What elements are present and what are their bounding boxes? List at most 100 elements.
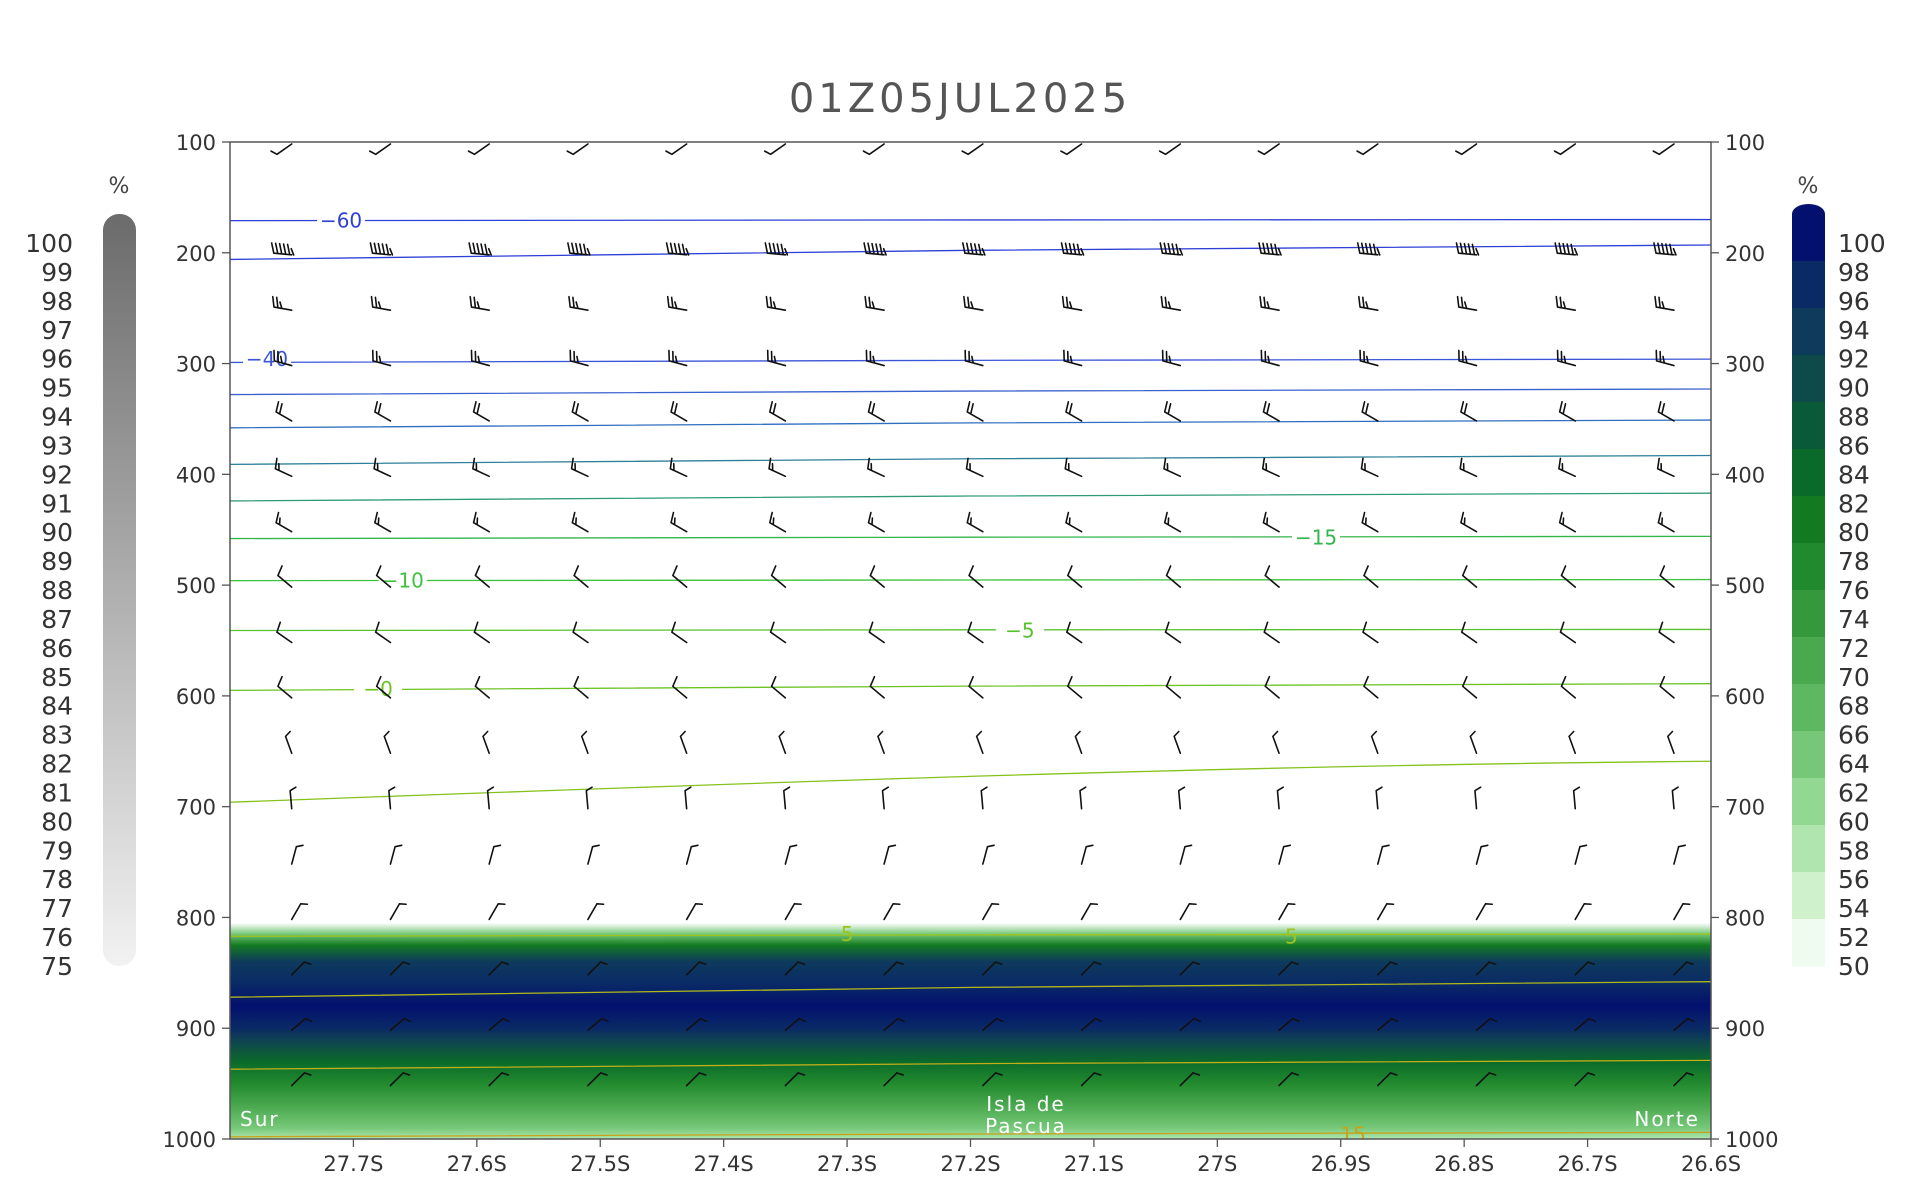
wind-barb bbox=[587, 903, 605, 921]
wind-barb bbox=[1259, 295, 1280, 311]
y-tick-label-right: 300 bbox=[1725, 353, 1765, 377]
wind-barb bbox=[671, 621, 688, 644]
right-colorbar-label: 72 bbox=[1838, 634, 1870, 663]
left-colorbar-unit: % bbox=[109, 174, 130, 199]
wind-barb bbox=[273, 349, 293, 367]
left-colorbar-label: 85 bbox=[41, 663, 73, 692]
wind-barb bbox=[1179, 1072, 1201, 1087]
wind-barb bbox=[1474, 786, 1482, 810]
wind-barb bbox=[1469, 730, 1478, 755]
y-tick-label-left: 400 bbox=[176, 463, 216, 487]
right-colorbar-label: 78 bbox=[1838, 547, 1870, 576]
wind-barb bbox=[1560, 565, 1577, 588]
wind-barb bbox=[968, 675, 984, 699]
wind-barb bbox=[1673, 961, 1694, 976]
wind-barb bbox=[982, 1017, 1004, 1032]
contour-label: −10 bbox=[382, 569, 424, 593]
wind-barb bbox=[961, 143, 984, 156]
wind-barb bbox=[573, 565, 589, 588]
wind-barb bbox=[389, 844, 403, 865]
left-colorbar-label: 92 bbox=[41, 460, 73, 489]
wind-barb bbox=[569, 349, 589, 367]
wind-barb bbox=[470, 349, 490, 367]
wind-barb bbox=[1370, 730, 1379, 755]
x-tick-label: 27.4S bbox=[694, 1152, 754, 1176]
x-tick-label: 26.7S bbox=[1558, 1152, 1618, 1176]
x-tick-label: 27.1S bbox=[1064, 1152, 1124, 1176]
wind-barb bbox=[982, 903, 1000, 921]
wind-barb bbox=[1659, 675, 1675, 699]
corner-label-norte: Norte bbox=[1634, 1107, 1700, 1131]
wind-barb bbox=[1361, 511, 1379, 533]
right-colorbar-label: 74 bbox=[1838, 605, 1870, 634]
wind-barb bbox=[1080, 1072, 1102, 1087]
right-colorbar-label: 94 bbox=[1838, 316, 1870, 345]
wind-barb bbox=[980, 786, 988, 810]
wind-barb bbox=[1177, 786, 1186, 810]
y-tick-label-right: 700 bbox=[1725, 796, 1765, 820]
wind-barb bbox=[1165, 675, 1182, 699]
wind-barb bbox=[1652, 143, 1675, 156]
right-colorbar-label: 96 bbox=[1838, 287, 1870, 316]
wind-barb bbox=[587, 844, 600, 865]
wind-barb bbox=[1066, 565, 1083, 588]
wind-barb bbox=[864, 295, 885, 311]
left-colorbar-label: 96 bbox=[41, 345, 73, 374]
wind-barb bbox=[783, 786, 791, 810]
wind-barb bbox=[685, 903, 704, 921]
temperature-contour bbox=[230, 358, 1711, 364]
temperature-contour bbox=[230, 244, 1711, 261]
wind-barb bbox=[472, 457, 490, 478]
y-axis-left: 100 200 300 400 500 600 700 800 900 1000 bbox=[163, 131, 230, 1152]
wind-barb bbox=[1158, 143, 1182, 156]
temperature-contour bbox=[230, 1131, 1711, 1138]
y-tick-label-right: 200 bbox=[1725, 242, 1765, 266]
right-colorbar-swatch bbox=[1792, 731, 1825, 779]
wind-barb bbox=[784, 1072, 806, 1087]
y-tick-label-right: 500 bbox=[1725, 574, 1765, 598]
right-colorbar-swatch bbox=[1792, 590, 1825, 638]
wind-barb bbox=[975, 730, 984, 755]
humidity-layer bbox=[230, 922, 1711, 1139]
right-colorbar-cap bbox=[1792, 204, 1825, 224]
right-colorbar-swatch bbox=[1792, 496, 1825, 544]
wind-barb bbox=[1278, 1072, 1299, 1087]
y-tick-label-left: 800 bbox=[176, 906, 216, 930]
wind-barb bbox=[276, 621, 293, 644]
temperature-contour bbox=[230, 218, 1711, 222]
wind-barb bbox=[883, 903, 901, 921]
y-tick-label-right: 800 bbox=[1725, 906, 1765, 930]
wind-barb bbox=[474, 675, 490, 699]
wind-barb bbox=[290, 961, 312, 976]
wind-barb bbox=[571, 511, 589, 533]
wind-barb bbox=[1673, 903, 1691, 921]
wind-barb bbox=[982, 1072, 1003, 1087]
wind-barb bbox=[1363, 675, 1379, 699]
wind-barb bbox=[1376, 844, 1390, 865]
wind-barb bbox=[1163, 457, 1182, 478]
wind-barb bbox=[765, 295, 787, 311]
wind-barb bbox=[587, 961, 608, 976]
wind-barb bbox=[482, 730, 490, 755]
wind-barb bbox=[284, 730, 293, 755]
wind-barb bbox=[982, 961, 1003, 976]
y-tick-label-right: 1000 bbox=[1725, 1128, 1778, 1152]
wind-barb bbox=[1363, 565, 1379, 588]
wind-barb bbox=[1358, 295, 1379, 311]
left-colorbar-label: 100 bbox=[25, 229, 73, 258]
wind-barb bbox=[685, 844, 699, 865]
wind-barb bbox=[1673, 844, 1687, 865]
contour-label: −5 bbox=[1005, 619, 1034, 643]
wind-barb bbox=[1572, 786, 1581, 810]
wind-barb bbox=[1460, 621, 1478, 644]
wind-barb bbox=[1356, 143, 1379, 156]
wind-barb bbox=[290, 903, 309, 921]
wind-barb bbox=[1558, 511, 1577, 533]
wind-barb bbox=[869, 565, 885, 588]
wind-barb bbox=[573, 675, 589, 699]
wind-barb bbox=[289, 786, 297, 810]
wind-barb bbox=[1461, 675, 1478, 699]
wind-barb bbox=[883, 1017, 905, 1032]
x-tick-label: 27.7S bbox=[323, 1152, 383, 1176]
wind-barb bbox=[389, 961, 411, 976]
